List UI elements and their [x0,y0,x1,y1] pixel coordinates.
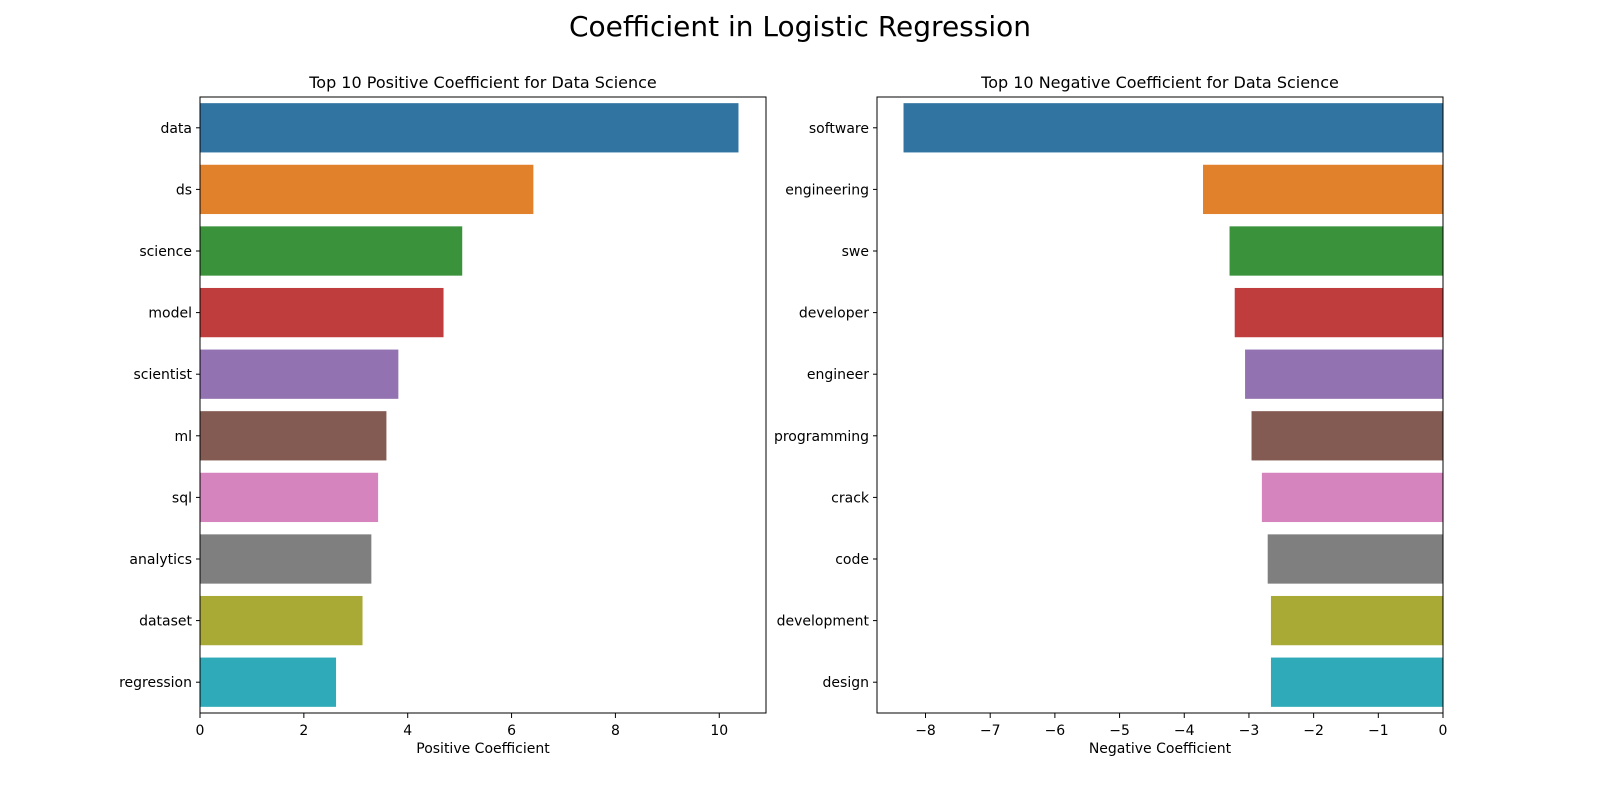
x-tick-label: −1 [1368,723,1389,739]
x-tick-label: 0 [1439,723,1448,739]
bar-ds [200,164,534,215]
y-tick-label: crack [831,490,870,506]
x-tick-label: −3 [1239,723,1260,739]
x-tick-label: 2 [299,723,308,739]
bar-software [903,103,1443,153]
bar-development [1270,595,1443,646]
y-tick-label: programming [774,429,869,445]
subplot-title: Top 10 Negative Coefficient for Data Sci… [980,73,1339,92]
bar-regression [200,657,337,707]
bar-code [1267,534,1443,584]
y-tick-label: scientist [133,367,192,383]
bar-data [200,103,739,153]
bar-model [200,287,444,338]
y-tick-label: engineer [807,367,869,383]
y-tick-label: analytics [129,552,192,568]
bar-crack [1261,472,1443,523]
figure-title: Coefficient in Logistic Regression [568,10,1031,43]
y-tick-label: development [777,614,870,630]
x-tick-label: 4 [403,723,412,739]
y-tick-label: sql [172,490,192,506]
y-tick-label: developer [799,306,869,322]
bar-design [1270,657,1443,707]
x-tick-label: 10 [710,723,728,739]
x-tick-label: −8 [915,723,936,739]
y-tick-label: data [160,121,192,137]
x-axis-label: Positive Coefficient [416,741,550,757]
bar-science [200,226,463,276]
x-tick-label: −6 [1045,723,1066,739]
bar-ml [200,411,387,461]
bar-engineer [1245,349,1443,399]
y-tick-label: regression [119,675,192,691]
y-tick-label: dataset [139,614,192,630]
bar-dataset [200,595,363,646]
y-tick-label: ds [176,182,192,198]
y-tick-label: swe [842,244,869,260]
y-tick-label: ml [174,429,192,445]
y-tick-label: science [139,244,192,260]
bar-analytics [200,534,372,584]
bar-programming [1251,411,1443,461]
y-tick-label: model [148,306,192,322]
bar-developer [1234,287,1443,338]
axes-frame [876,96,1444,714]
x-axis-label: Negative Coefficient [1089,741,1232,757]
y-tick-label: software [809,121,869,137]
bar-scientist [200,349,399,399]
x-tick-label: 8 [611,723,620,739]
x-tick-label: 0 [196,723,205,739]
y-tick-label: code [835,552,869,568]
x-tick-label: 6 [507,723,516,739]
bar-swe [1229,226,1443,276]
x-tick-label: −5 [1109,723,1130,739]
x-tick-label: −2 [1303,723,1324,739]
bar-engineering [1203,164,1443,215]
subplot-title: Top 10 Positive Coefficient for Data Sci… [308,73,657,92]
x-tick-label: −4 [1174,723,1195,739]
y-tick-label: engineering [785,182,869,198]
axes-frame [199,96,767,714]
y-tick-label: design [823,675,869,691]
x-tick-label: −7 [980,723,1001,739]
bar-sql [200,472,379,523]
